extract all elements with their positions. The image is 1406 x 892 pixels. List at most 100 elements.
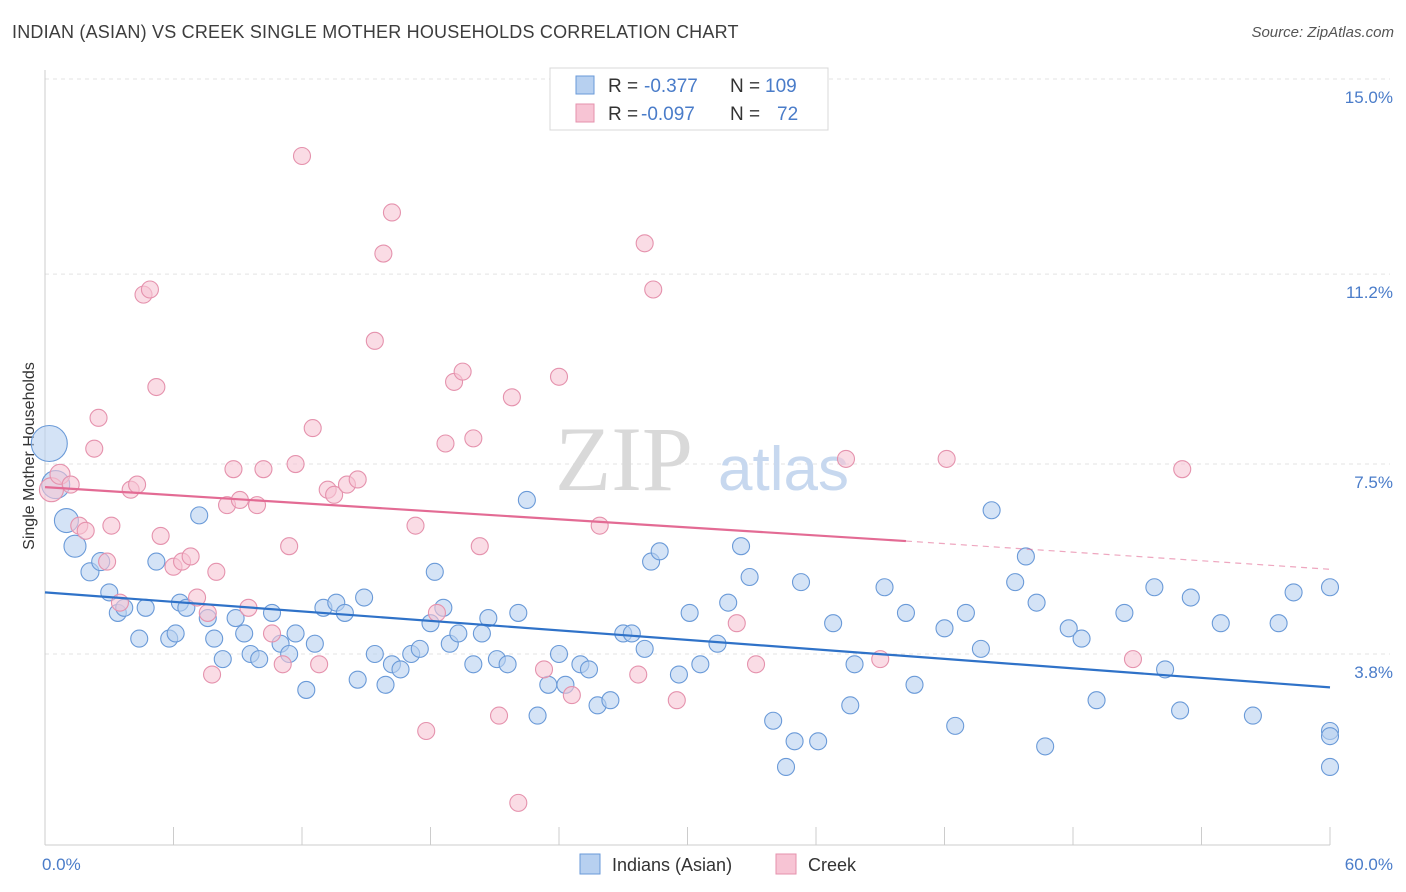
indians-asian-point-69 [708, 634, 727, 653]
creek-point-66 [937, 449, 956, 468]
indians-asian-point-68 [691, 655, 710, 674]
creek-point-50 [470, 537, 489, 556]
indians-asian-point-27 [286, 624, 305, 643]
creek-point-13 [140, 280, 159, 299]
legend-swatch-blue [575, 75, 595, 95]
creek-point-11 [128, 475, 147, 494]
indians-asian-point-98 [1156, 660, 1175, 679]
creek-point-37 [325, 485, 344, 504]
indians-asian-point-33 [348, 670, 367, 689]
creek-point-20 [198, 603, 217, 622]
indians-asian-point-100 [1181, 588, 1200, 607]
trend-lines [44, 486, 1331, 689]
indians-asian-point-73 [764, 711, 783, 730]
indians-asian-point-96 [1115, 603, 1134, 622]
creek-point-14 [147, 377, 166, 397]
indians-asian-point-71 [731, 537, 751, 556]
indians-asian-point-18 [205, 629, 224, 648]
creek-point-22 [207, 562, 226, 581]
indians-asian-point-85 [946, 716, 965, 735]
indians-asian-point-86 [956, 603, 975, 622]
creek-point-61 [667, 691, 686, 710]
indians-asian-point-92 [1036, 737, 1055, 756]
indians-asian-point-97 [1145, 578, 1164, 597]
bottom-legend-swatch-indians-asian [579, 853, 601, 875]
legend-n-label-0: N = [730, 76, 760, 97]
creek-point-32 [286, 454, 305, 474]
indians-asian-point-23 [250, 650, 269, 669]
creek-point-35 [310, 655, 329, 674]
indians-asian-point-104 [1284, 583, 1303, 602]
creek-point-24 [224, 460, 243, 479]
indians-asian-point-62 [622, 624, 641, 643]
indians-asian-point-53 [528, 706, 547, 725]
y-tick-labels: 3.8% 7.5% 11.2% 15.0% [1345, 88, 1393, 682]
creek-point-59 [635, 234, 654, 253]
indians-asian-point-90 [1016, 547, 1035, 566]
trend-line-indians-asian [44, 591, 1331, 689]
indians-asian-point-94 [1072, 629, 1091, 648]
legend-n-value-0: 109 [765, 76, 797, 97]
indians-asian-point-51 [509, 603, 528, 622]
creek-point-5 [85, 439, 104, 458]
creek-point-64 [836, 449, 856, 468]
creek-point-67 [1123, 650, 1143, 669]
indians-asian-point-36 [376, 675, 395, 694]
stats-legend: R = -0.377 N = 109 R = -0.097 N = 72 [549, 67, 829, 131]
creek-point-63 [746, 655, 766, 674]
creek-point-21 [203, 665, 222, 684]
creek-point-19 [188, 588, 207, 607]
creek-point-62 [727, 614, 746, 633]
y-axis-label: Single Mother Households [21, 362, 38, 550]
indians-asian-point-13 [166, 624, 185, 643]
creek-point-49 [464, 429, 483, 448]
watermark: ZIP atlas [555, 408, 849, 510]
indians-asian-point-47 [472, 624, 491, 643]
indians-asian-point-89 [1006, 573, 1025, 592]
indians-asian-point-91 [1027, 593, 1046, 612]
indians-asian-point-75 [785, 732, 804, 751]
indians-asian-point-45 [449, 624, 468, 643]
indians-asian-point-76 [791, 573, 811, 592]
indians-asian-point-77 [809, 732, 828, 751]
indians-asian-point-24 [262, 603, 282, 622]
indians-asian-point-60 [601, 691, 620, 710]
creek-point-41 [374, 244, 393, 263]
creek-point-46 [436, 434, 455, 453]
trend-line-creek-extension [905, 540, 1331, 570]
creek-point-34 [303, 419, 322, 438]
indians-asian-point-87 [971, 639, 990, 658]
x-tick-label-0: 0.0% [42, 855, 81, 874]
x-tick-labels: 0.0% 60.0% [42, 855, 1393, 874]
indians-asian-point-93 [1059, 619, 1078, 638]
indians-asian-point-42 [425, 562, 444, 581]
indians-asian-point-108 [1320, 727, 1340, 746]
indians-asian-point-82 [896, 603, 916, 622]
legend-r-label-0: R = [608, 76, 638, 97]
creek-point-60 [644, 280, 663, 299]
creek-point-42 [382, 203, 402, 222]
indians-asian-point-34 [355, 588, 374, 607]
creek-point-57 [590, 516, 609, 535]
creek-point-33 [292, 146, 312, 166]
indians-asian-point-84 [935, 619, 954, 638]
indians-asian-point-67 [680, 603, 699, 622]
creek-point-7 [98, 552, 117, 571]
stats-legend-box [549, 67, 829, 131]
indians-asian-point-106 [1320, 757, 1340, 776]
indians-asian-point-11 [147, 552, 166, 571]
creek-point-29 [262, 624, 282, 643]
indians-asian-point-21 [235, 624, 254, 643]
indians-asian-point-81 [875, 578, 894, 597]
indians-asian-point-29 [305, 634, 324, 653]
indians-asian-point-72 [740, 567, 759, 587]
indians-asian-point-65 [650, 542, 669, 561]
indians-asian-point-48 [479, 609, 498, 628]
indians-asian-point-102 [1243, 706, 1262, 725]
indians-asian-point-80 [845, 655, 864, 674]
creek-point-44 [417, 721, 436, 741]
indians-asian-point-88 [982, 501, 1001, 520]
creek-point-2 [61, 475, 80, 494]
creek-point-39 [348, 470, 367, 489]
series-legend: Indians (Asian) Creek [579, 853, 857, 875]
